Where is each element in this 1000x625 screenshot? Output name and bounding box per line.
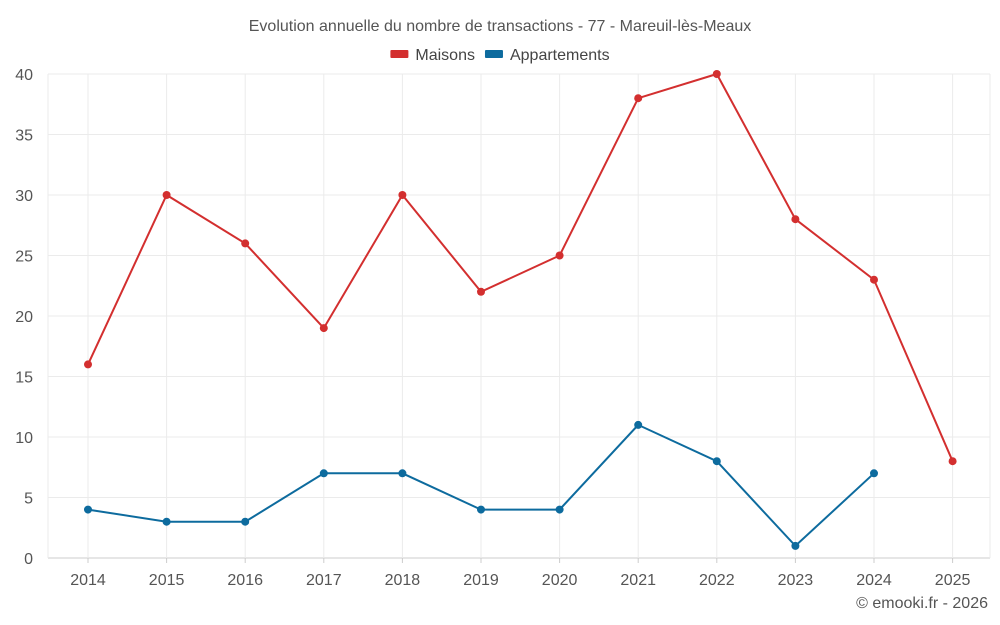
data-point-appartements[interactable]	[477, 505, 485, 514]
series-group	[84, 70, 957, 550]
data-point-appartements[interactable]	[319, 469, 328, 478]
legend: Maisons Appartements	[390, 47, 610, 64]
x-tick-label: 2022	[699, 572, 735, 589]
x-tick-label: 2025	[935, 572, 971, 589]
x-tick-label: 2016	[227, 572, 263, 589]
data-point-appartements[interactable]	[870, 469, 878, 478]
x-tick-label: 2015	[149, 572, 185, 589]
data-point-maisons[interactable]	[791, 215, 800, 224]
y-tick-label: 40	[15, 67, 33, 84]
y-axis: 0 5 10 15 20 25 30 35 40	[15, 67, 33, 568]
x-tick-label: 2024	[856, 572, 892, 589]
x-tick-label: 2014	[70, 572, 106, 589]
y-tick-label: 0	[24, 551, 33, 568]
data-point-appartements[interactable]	[241, 517, 250, 526]
data-point-maisons[interactable]	[162, 191, 171, 199]
y-tick-label: 20	[15, 309, 33, 326]
y-tick-label: 25	[15, 249, 33, 266]
data-point-maisons[interactable]	[477, 287, 485, 296]
data-point-maisons[interactable]	[634, 94, 643, 103]
legend-item-maisons[interactable]: Maisons	[390, 47, 475, 64]
data-point-maisons[interactable]	[948, 457, 957, 466]
y-tick-label: 5	[24, 491, 33, 508]
x-axis: 2014 2015 2016 2017 2018 2019 2020 2021 2022 2023…	[70, 558, 970, 589]
y-tick-label: 30	[15, 188, 33, 205]
y-tick-label: 10	[15, 430, 33, 447]
data-point-maisons[interactable]	[398, 191, 407, 199]
legend-swatch-maisons	[390, 50, 409, 58]
data-point-maisons[interactable]	[712, 70, 721, 78]
x-tick-label: 2020	[542, 572, 578, 589]
x-tick-label: 2021	[620, 572, 656, 589]
y-tick-label: 15	[15, 370, 33, 387]
data-point-maisons[interactable]	[319, 324, 328, 333]
x-tick-label: 2023	[778, 572, 814, 589]
data-point-appartements[interactable]	[84, 505, 92, 514]
data-point-maisons[interactable]	[870, 275, 878, 284]
legend-swatch-appartements	[484, 50, 503, 58]
data-point-appartements[interactable]	[162, 517, 171, 526]
data-point-maisons[interactable]	[84, 360, 92, 369]
data-point-appartements[interactable]	[791, 541, 800, 550]
x-tick-label: 2018	[385, 572, 421, 589]
legend-label-maisons: Maisons	[415, 47, 475, 64]
copyright-footer: © emooki.fr - 2026	[856, 595, 988, 612]
chart-title: Evolution annuelle du nombre de transact…	[249, 18, 751, 35]
data-point-maisons[interactable]	[241, 239, 250, 248]
legend-label-appartements: Appartements	[510, 47, 610, 64]
grid	[47, 73, 991, 559]
data-point-maisons[interactable]	[555, 251, 564, 260]
data-point-appartements[interactable]	[398, 469, 407, 478]
data-point-appartements[interactable]	[555, 505, 564, 514]
y-tick-label: 35	[15, 128, 33, 145]
x-tick-label: 2019	[463, 572, 499, 589]
series-line-maisons	[87, 72, 954, 462]
legend-item-appartements[interactable]: Appartements	[484, 47, 610, 64]
x-tick-label: 2017	[306, 572, 342, 589]
data-point-appartements[interactable]	[634, 420, 643, 429]
data-point-appartements[interactable]	[712, 457, 721, 466]
